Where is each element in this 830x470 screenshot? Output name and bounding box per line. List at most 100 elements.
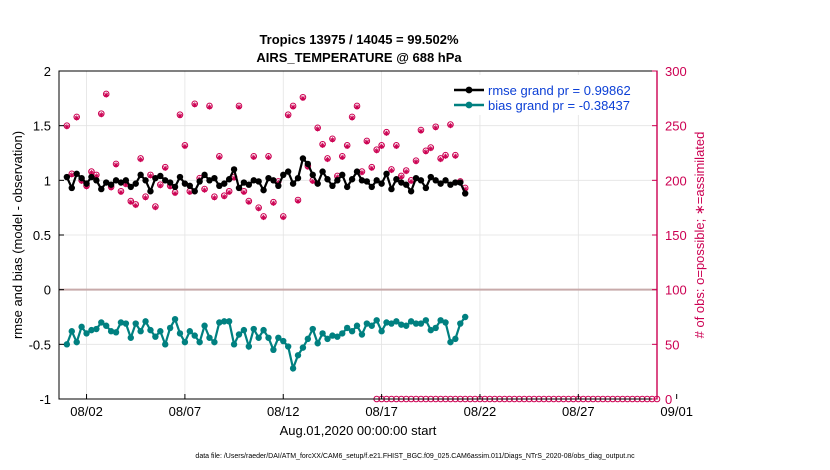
obs-assimilated-point (433, 125, 439, 131)
rmse-point (235, 184, 243, 192)
bias-point (166, 324, 174, 332)
obs-assimilated-point (300, 95, 306, 101)
asterisk-stroke (384, 131, 389, 136)
rmse-point (230, 166, 238, 173)
asterisk-stroke (354, 104, 360, 110)
rmse-point (166, 179, 174, 186)
obs-assimilated-point (280, 214, 286, 221)
asterisk-stroke (128, 200, 133, 205)
rmse-point (147, 188, 154, 195)
rmse-point (368, 183, 375, 191)
asterisk-stroke (418, 128, 424, 134)
asterisk-stroke (320, 143, 325, 148)
rmse-point (137, 171, 144, 179)
rmse-point (324, 176, 331, 183)
obs-assimilated-point (324, 156, 331, 163)
obs-assimilated-point (270, 200, 277, 206)
rmse-point (171, 183, 179, 191)
bias-point (157, 328, 164, 335)
obs-assimilated-point (438, 156, 444, 163)
y-tick-label: 2 (44, 64, 51, 79)
rmse-point (343, 183, 351, 191)
rmse-point (457, 179, 464, 186)
y2-tick-label: 200 (665, 173, 687, 188)
asterisk-stroke (153, 205, 158, 210)
bias-point (314, 340, 321, 347)
bias-point (358, 331, 366, 338)
x-tick-label: 08/22 (464, 404, 497, 419)
obs-assimilated-point (192, 102, 198, 108)
rmse-point (73, 170, 80, 177)
obs-assimilated-point (319, 142, 326, 148)
asterisk-stroke (310, 179, 315, 184)
asterisk-stroke (433, 125, 438, 130)
asterisk-stroke (399, 174, 404, 180)
asterisk-stroke (143, 195, 148, 200)
bias-point (147, 326, 154, 334)
obs-assimilated-point (118, 189, 124, 195)
obs-assimilated-point (447, 123, 454, 129)
rmse-point (284, 168, 292, 175)
legend-box (448, 75, 651, 115)
asterisk-stroke (172, 191, 178, 196)
bias-point (412, 320, 420, 327)
rmse-point (294, 174, 302, 182)
bias-point (398, 321, 405, 328)
bias-point (422, 317, 430, 324)
rmse-point (93, 177, 100, 184)
bias-point (245, 343, 253, 350)
obs-assimilated-point (152, 205, 158, 211)
rmse-point (447, 181, 454, 188)
obs-assimilated-point (172, 190, 178, 197)
rmse-point (157, 172, 164, 180)
asterisk-stroke (187, 190, 192, 195)
rmse-point (240, 179, 248, 186)
rmse-point (388, 185, 395, 193)
obs-assimilated-point (256, 206, 262, 212)
bias-point (329, 332, 336, 339)
obs-assimilated-point (251, 154, 257, 160)
asterisk-stroke (246, 200, 251, 205)
rmse-point (211, 174, 218, 182)
asterisk-stroke (118, 190, 124, 195)
asterisk-stroke (413, 159, 419, 164)
bias-point (221, 318, 228, 325)
asterisk-stroke (389, 168, 394, 173)
rmse-point (270, 177, 277, 184)
bias-point (284, 343, 292, 350)
obs-assimilated-point (64, 124, 70, 130)
bias-point (437, 317, 444, 324)
obs-assimilated-point (339, 154, 345, 160)
bias-point (107, 328, 115, 335)
rmse-point (280, 171, 287, 179)
obs-assimilated-point (206, 104, 213, 110)
asterisk-stroke (168, 184, 173, 190)
rmse-point (437, 180, 444, 187)
x-tick-label: 08/02 (70, 404, 103, 419)
asterisk-stroke (423, 149, 429, 155)
bias-point (353, 322, 361, 329)
bias-point (132, 320, 139, 327)
asterisk-stroke (266, 155, 271, 160)
asterisk-stroke (364, 139, 369, 145)
bias-point (216, 319, 223, 326)
bias-point (402, 322, 410, 329)
rmse-point (329, 182, 336, 189)
bias-point (388, 320, 395, 327)
bias-point (275, 334, 282, 341)
bias-point (255, 334, 262, 341)
y-tick-label: 0 (44, 283, 51, 298)
bias-point (457, 320, 464, 327)
bias-point (181, 338, 189, 346)
asterisk-stroke (408, 179, 414, 184)
y-tick-label: -1 (39, 392, 51, 407)
rmse-point (412, 174, 420, 182)
rmse-point (196, 178, 203, 185)
asterisk-stroke (295, 198, 301, 204)
asterisk-stroke (202, 188, 207, 193)
chart-title: Tropics 13975 / 14045 = 99.502% (259, 32, 459, 47)
obs-assimilated-point (133, 202, 139, 209)
rmse-point (142, 177, 149, 184)
bias-point (201, 322, 208, 329)
asterisk-stroke (271, 201, 276, 206)
